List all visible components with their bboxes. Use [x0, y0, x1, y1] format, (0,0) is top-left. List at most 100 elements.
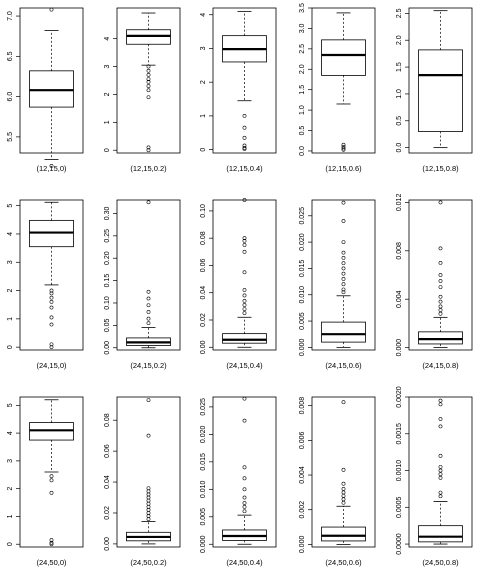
iqr-box — [418, 49, 463, 132]
outlier-point — [146, 517, 151, 522]
outlier-point — [341, 400, 346, 405]
iqr-box — [321, 321, 366, 343]
y-tick-label: 0.30 — [104, 207, 111, 221]
y-tick-label: 0.20 — [104, 251, 111, 265]
y-tick-label: 0 — [104, 148, 111, 152]
y-tick-label: 2.0 — [396, 35, 403, 45]
y-tick-label: 0.04 — [104, 475, 111, 489]
outlier-point — [49, 7, 54, 12]
outlier-point — [242, 293, 247, 298]
plot-frame — [19, 199, 84, 351]
outlier-point — [242, 396, 247, 401]
outlier-point — [242, 311, 247, 316]
outlier-point — [49, 163, 54, 168]
y-tick-label: 0.10 — [200, 204, 207, 218]
boxplot-panel: 0 1 2 3 4 (12,15,0.2) — [104, 7, 181, 173]
x-axis-label: (24,50,0.8) — [422, 558, 459, 567]
outlier-point — [341, 487, 346, 491]
outlier-point — [49, 542, 54, 547]
x-axis-label: (24,50,0.6) — [325, 558, 362, 567]
y-tick-label: 0.0010 — [396, 460, 403, 482]
outlier-point — [146, 498, 151, 503]
y-tick-label: 1 — [7, 514, 14, 518]
y-tick-label: 4 — [104, 37, 111, 41]
y-tick-label: 3.5 — [299, 3, 306, 13]
y-tick-label: 3 — [104, 65, 111, 69]
y-tick-label: 2 — [7, 289, 14, 293]
y-tick-label: 0.02 — [200, 313, 207, 327]
outlier-point — [146, 289, 151, 294]
y-tick-label: 2 — [104, 92, 111, 96]
outlier-point — [438, 304, 443, 309]
x-axis-label: (24,15,0.6) — [325, 361, 362, 370]
outlier-point — [438, 273, 443, 277]
x-axis-label: (24,15,0) — [36, 361, 67, 370]
outlier-point — [242, 147, 247, 151]
outlier-point — [146, 73, 151, 77]
y-tick-label: 0.25 — [104, 229, 111, 243]
outlier-point — [438, 398, 443, 403]
outlier-point — [242, 236, 247, 241]
outlier-point — [242, 476, 247, 481]
outlier-point — [438, 424, 443, 429]
iqr-box — [29, 70, 74, 108]
outlier-point — [49, 322, 54, 327]
outlier-point — [49, 478, 54, 483]
y-tick-label: 0.5 — [299, 126, 306, 136]
plot-frame — [212, 7, 277, 154]
outlier-point — [242, 487, 247, 492]
outlier-point — [146, 504, 151, 509]
x-axis-label: (12,15,0) — [36, 164, 67, 173]
y-tick-label: 0.08 — [104, 413, 111, 427]
outlier-point — [341, 271, 346, 276]
outlier-point — [49, 538, 54, 542]
outlier-point — [146, 77, 151, 82]
boxplot-panel: 0.000 0.005 0.010 0.015 0.020 0.025 (24,15,0.6… — [299, 199, 376, 370]
outlier-point — [242, 307, 247, 311]
boxplot-panel: 5.5 6.0 6.5 7.0 (12,15,0) — [7, 7, 84, 173]
outlier-point — [49, 299, 54, 304]
plot-frame — [408, 199, 473, 351]
y-tick-label: 0.0005 — [396, 496, 403, 518]
y-tick-label: 0.000 — [299, 536, 306, 554]
outlier-point — [341, 261, 346, 266]
y-tick-label: 0.00 — [104, 341, 111, 355]
y-tick-label: 0.020 — [200, 426, 207, 444]
outlier-point — [146, 148, 151, 153]
boxplot-panel: 0.00 0.02 0.04 0.06 0.08 (24,50,0.2) — [104, 396, 181, 567]
y-tick-label: 0.00 — [104, 537, 111, 551]
y-tick-label: 0.000 — [299, 339, 306, 357]
x-axis-label: (24,50,0.2) — [130, 558, 167, 567]
outlier-point — [438, 464, 443, 469]
boxplot-panel: 0 1 2 3 4 (12,15,0.4) — [200, 7, 277, 173]
y-tick-label: 0.000 — [200, 535, 207, 553]
x-axis-label: (12,15,0.8) — [422, 164, 459, 173]
y-tick-label: 0.5 — [396, 116, 403, 126]
outlier-point — [146, 68, 151, 73]
outlier-point — [146, 321, 151, 326]
y-tick-label: 0.10 — [104, 296, 111, 310]
x-axis-label: (24,15,0.8) — [422, 361, 459, 370]
outlier-point — [438, 402, 443, 407]
outlier-point — [49, 490, 54, 495]
y-tick-label: 5.5 — [7, 132, 14, 142]
boxplot-panel: 0.0000 0.0005 0.0010 0.0015 0.0020 (24,50,0.8… — [396, 386, 473, 567]
y-tick-label: 0.00 — [200, 340, 207, 354]
y-tick-label: 2.5 — [396, 8, 403, 18]
boxplot-panel: 0.000 0.005 0.010 0.015 0.020 0.025 (24,50,0.4… — [200, 396, 277, 567]
y-tick-label: 4 — [7, 431, 14, 435]
outlier-point — [438, 468, 443, 473]
plot-frame — [212, 199, 277, 351]
y-tick-label: 0.05 — [104, 318, 111, 332]
iqr-box — [418, 331, 463, 345]
outlier-point — [242, 198, 247, 202]
y-tick-label: 2.5 — [299, 44, 306, 54]
y-tick-label: 0.08 — [200, 231, 207, 245]
outlier-point — [341, 282, 346, 287]
y-tick-label: 0.010 — [200, 480, 207, 498]
y-tick-label: 0.000 — [396, 339, 403, 357]
outlier-point — [341, 287, 346, 292]
outlier-point — [438, 472, 443, 477]
iqr-box — [418, 525, 463, 543]
iqr-box — [222, 333, 267, 344]
